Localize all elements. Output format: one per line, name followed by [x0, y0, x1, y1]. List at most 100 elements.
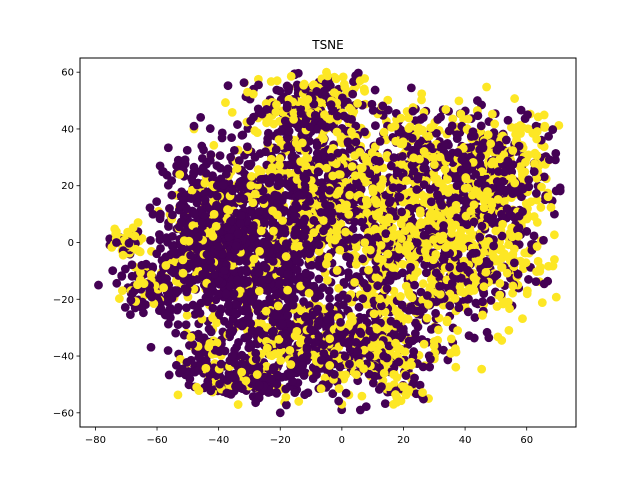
data-point-class-1 [401, 246, 410, 256]
data-point-class-0 [246, 226, 256, 236]
data-point-class-0 [371, 121, 380, 131]
data-point-class-1 [426, 212, 436, 222]
data-point-class-0 [329, 349, 339, 359]
data-point-class-0 [294, 274, 304, 284]
data-point-class-1 [429, 235, 439, 244]
data-point-class-0 [205, 370, 215, 380]
data-point-class-1 [390, 121, 400, 131]
data-point-class-1 [407, 292, 416, 302]
data-point-class-1 [383, 95, 393, 105]
data-point-class-0 [325, 302, 335, 312]
data-point-class-0 [298, 361, 308, 370]
data-point-class-1 [546, 202, 556, 212]
data-point-class-0 [312, 366, 322, 376]
data-point-class-1 [419, 339, 429, 349]
data-point-class-0 [370, 155, 380, 165]
data-point-class-0 [349, 77, 358, 87]
data-point-class-0 [146, 235, 155, 245]
data-point-class-1 [269, 226, 278, 236]
data-point-class-0 [239, 78, 249, 87]
data-point-class-0 [288, 250, 298, 259]
data-point-class-0 [273, 289, 283, 299]
data-point-class-0 [194, 333, 204, 343]
data-point-class-1 [384, 382, 394, 392]
y-tick-label: −60 [53, 408, 74, 419]
data-point-class-1 [487, 159, 496, 169]
data-point-class-0 [146, 342, 156, 352]
data-point-class-0 [94, 280, 103, 290]
data-point-class-1 [415, 206, 425, 216]
data-point-class-0 [258, 195, 268, 205]
data-point-class-0 [281, 384, 291, 394]
data-point-class-0 [112, 278, 122, 288]
data-point-class-1 [271, 107, 281, 117]
data-point-class-0 [190, 209, 200, 219]
data-point-class-0 [473, 178, 483, 188]
data-point-class-1 [426, 123, 436, 133]
data-point-class-1 [212, 338, 222, 348]
data-point-class-0 [214, 289, 224, 299]
data-point-class-0 [391, 319, 401, 329]
data-point-class-1 [372, 165, 381, 174]
data-point-class-0 [182, 357, 192, 367]
data-point-class-1 [479, 282, 489, 292]
data-point-class-1 [373, 274, 383, 284]
data-point-class-0 [214, 309, 224, 319]
data-point-class-1 [404, 113, 414, 123]
data-point-class-0 [497, 209, 506, 219]
data-point-class-0 [230, 299, 240, 309]
data-point-class-0 [224, 320, 234, 330]
data-point-class-0 [235, 219, 245, 229]
data-point-class-0 [283, 310, 293, 320]
data-point-class-1 [495, 279, 505, 288]
x-tick-label: −80 [85, 435, 106, 446]
data-point-class-0 [370, 85, 380, 95]
data-point-class-0 [285, 182, 295, 192]
data-point-class-0 [124, 238, 134, 248]
data-point-class-1 [323, 71, 333, 81]
data-point-class-0 [185, 278, 195, 288]
data-point-class-0 [152, 249, 162, 259]
data-point-class-1 [510, 178, 520, 188]
data-point-class-0 [237, 211, 246, 221]
data-point-class-0 [354, 302, 364, 312]
data-point-class-0 [524, 182, 534, 192]
data-point-class-1 [379, 127, 389, 137]
data-point-class-1 [334, 384, 344, 393]
data-point-class-0 [486, 296, 496, 305]
data-point-class-0 [286, 370, 296, 380]
data-point-class-1 [404, 385, 414, 395]
data-point-class-1 [368, 187, 378, 197]
data-point-class-1 [350, 171, 360, 181]
data-point-class-0 [168, 231, 177, 241]
data-point-class-0 [361, 336, 371, 346]
data-point-class-1 [367, 342, 377, 352]
data-point-class-0 [397, 300, 407, 310]
data-point-class-0 [213, 242, 223, 251]
data-point-class-1 [357, 391, 367, 401]
data-point-class-1 [330, 235, 340, 245]
data-point-class-1 [112, 230, 121, 240]
data-point-class-0 [424, 224, 434, 233]
data-point-class-1 [281, 392, 291, 402]
data-point-class-1 [294, 397, 304, 406]
data-point-class-1 [334, 283, 344, 293]
data-point-class-1 [389, 399, 398, 409]
data-point-class-0 [251, 398, 261, 408]
data-point-class-1 [491, 226, 501, 236]
data-point-class-0 [312, 124, 321, 134]
data-point-class-0 [290, 211, 300, 220]
data-point-class-0 [353, 347, 363, 356]
data-point-class-1 [378, 163, 388, 173]
data-point-class-0 [156, 304, 166, 314]
data-point-class-0 [343, 268, 353, 277]
data-point-class-1 [346, 312, 356, 321]
data-point-class-1 [360, 86, 370, 96]
data-point-class-0 [312, 153, 322, 163]
x-tick-label: 20 [397, 435, 410, 446]
data-point-class-0 [120, 264, 130, 274]
data-point-class-0 [185, 374, 195, 384]
data-point-class-1 [182, 310, 192, 320]
data-point-class-0 [386, 195, 396, 205]
data-point-class-0 [539, 235, 548, 245]
